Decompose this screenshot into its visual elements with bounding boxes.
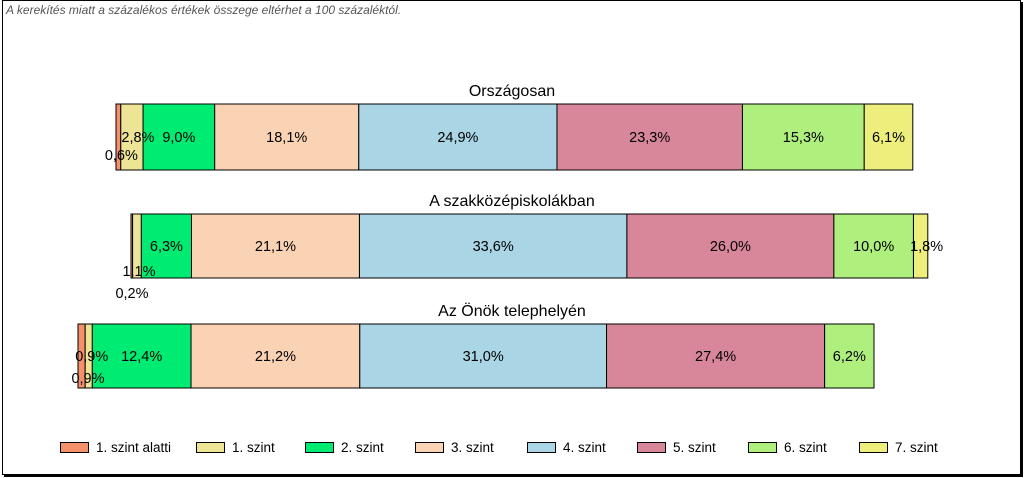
legend-item: 7. szint bbox=[859, 437, 979, 457]
bar-segment-4 bbox=[359, 323, 608, 389]
bar-segment-2 bbox=[91, 323, 192, 389]
data-label: 6,2% bbox=[833, 349, 866, 365]
data-label: 1,8% bbox=[910, 239, 943, 255]
panel-title: Az Önök telephelyén bbox=[438, 302, 586, 320]
data-label: 15,3% bbox=[783, 130, 824, 146]
data-label: 12,4% bbox=[121, 349, 162, 365]
data-label: 0,9% bbox=[71, 371, 104, 387]
bar-segment-6 bbox=[824, 323, 875, 389]
data-label: 33,6% bbox=[473, 239, 514, 255]
legend-label: 2. szint bbox=[341, 439, 384, 455]
data-label: 27,4% bbox=[695, 349, 736, 365]
panel-title: A szakközépiskolákban bbox=[429, 193, 594, 210]
legend-label: 7. szint bbox=[895, 439, 938, 455]
data-label: 10,0% bbox=[853, 239, 894, 255]
legend-item: 4. szint bbox=[527, 437, 637, 457]
legend-swatch bbox=[637, 441, 666, 453]
legend-swatch bbox=[196, 441, 225, 453]
data-label: 0,6% bbox=[105, 148, 138, 164]
legend-item: 6. szint bbox=[748, 437, 859, 457]
bar-segment-5 bbox=[606, 323, 826, 389]
legend-swatch bbox=[415, 441, 444, 453]
bar-segment-6 bbox=[741, 103, 865, 171]
panel-title: Országosan bbox=[469, 83, 555, 100]
rounding-note: A kerekítés miatt a százalékos értékek ö… bbox=[6, 3, 402, 17]
legend-swatch bbox=[527, 441, 556, 453]
legend-item: 1. szint alatti bbox=[60, 437, 196, 457]
data-label: 9,0% bbox=[162, 130, 195, 146]
data-label: 6,1% bbox=[872, 130, 905, 146]
data-label: 0,2% bbox=[115, 286, 148, 302]
bar-segment-3 bbox=[190, 213, 360, 279]
data-label: 21,2% bbox=[255, 349, 296, 365]
legend-item: 5. szint bbox=[637, 437, 748, 457]
legend-item: 2. szint bbox=[305, 437, 415, 457]
bar-segment-4 bbox=[358, 213, 628, 279]
bar-segment-2 bbox=[140, 213, 192, 279]
legend-label: 4. szint bbox=[563, 439, 606, 455]
data-label: 18,1% bbox=[266, 130, 307, 146]
bar-segment-6 bbox=[833, 213, 914, 279]
bar-segment-2 bbox=[142, 103, 216, 171]
data-label: 6,3% bbox=[150, 239, 183, 255]
bar-segment-5 bbox=[626, 213, 835, 279]
data-label: 0,9% bbox=[75, 349, 108, 365]
data-label: 24,9% bbox=[437, 130, 478, 146]
data-label: 23,3% bbox=[629, 130, 670, 146]
legend-swatch bbox=[60, 441, 89, 453]
legend-swatch bbox=[748, 441, 777, 453]
bar-segment-5 bbox=[556, 103, 743, 171]
bar-segment-7 bbox=[863, 103, 914, 171]
data-label: 21,1% bbox=[255, 239, 296, 255]
data-label: 1,1% bbox=[122, 264, 155, 280]
bar-segment-7 bbox=[912, 213, 929, 279]
data-label: 2,8% bbox=[121, 130, 154, 146]
legend-label: 5. szint bbox=[673, 439, 716, 455]
legend-swatch bbox=[859, 441, 888, 453]
legend-label: 1. szint alatti bbox=[96, 439, 172, 455]
legend-item: 1. szint bbox=[196, 437, 305, 457]
bar-segment-3 bbox=[214, 103, 360, 171]
legend: 1. szint alatti 1. szint 2. szint 3. szint 4… bbox=[60, 437, 979, 457]
legend-label: 6. szint bbox=[784, 439, 827, 455]
legend-label: 1. szint bbox=[232, 439, 275, 455]
legend-label: 3. szint bbox=[451, 439, 494, 455]
legend-item: 3. szint bbox=[415, 437, 527, 457]
data-label: 26,0% bbox=[710, 239, 751, 255]
data-label: 31,0% bbox=[463, 349, 504, 365]
bar-segment-3 bbox=[190, 323, 361, 389]
legend-swatch bbox=[305, 441, 334, 453]
